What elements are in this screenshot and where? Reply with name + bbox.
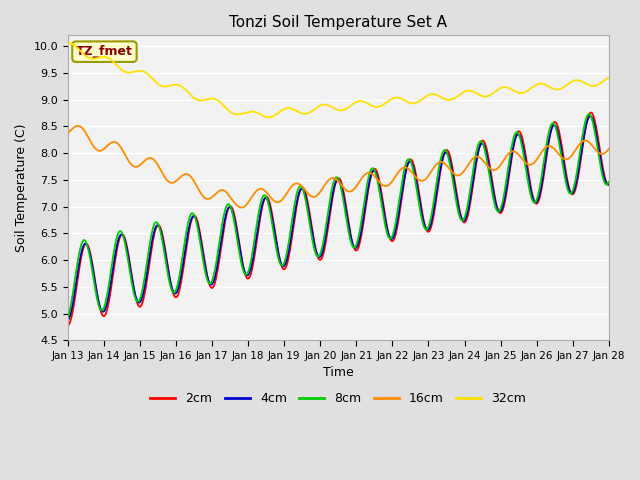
Y-axis label: Soil Temperature (C): Soil Temperature (C) xyxy=(15,124,28,252)
Title: Tonzi Soil Temperature Set A: Tonzi Soil Temperature Set A xyxy=(229,15,447,30)
Legend: 2cm, 4cm, 8cm, 16cm, 32cm: 2cm, 4cm, 8cm, 16cm, 32cm xyxy=(145,387,531,410)
Text: TZ_fmet: TZ_fmet xyxy=(76,45,133,58)
X-axis label: Time: Time xyxy=(323,366,354,379)
